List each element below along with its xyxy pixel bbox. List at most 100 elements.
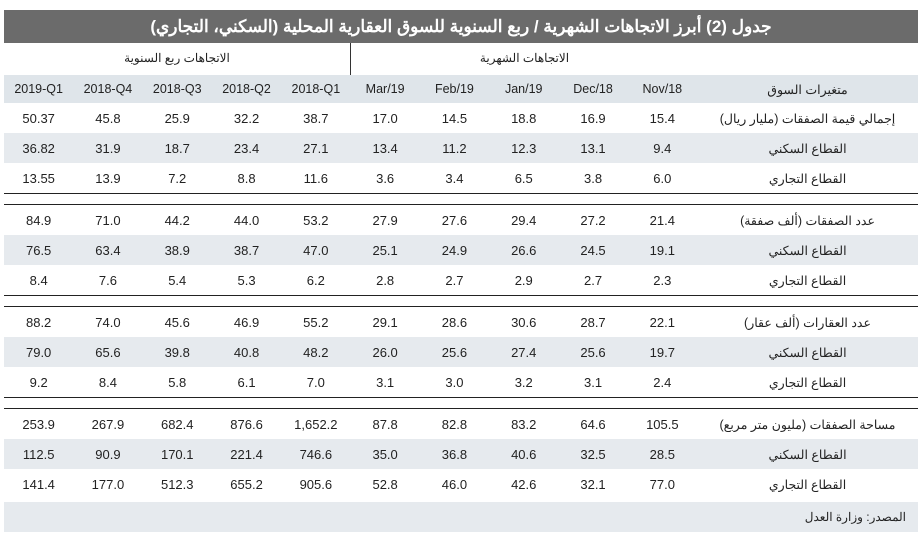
group-monthly: الاتجاهات الشهرية xyxy=(479,51,570,65)
cell-value: 32.2 xyxy=(233,110,260,126)
cell-value: 655.2 xyxy=(230,476,263,492)
cell-value: 23.4 xyxy=(211,133,282,163)
cell-value: 25.1 xyxy=(350,235,420,265)
row-label: القطاع السكني xyxy=(697,337,918,367)
cell-value: 48.2 xyxy=(281,337,351,367)
group-divider xyxy=(4,397,918,409)
cell-value: 27.4 xyxy=(489,337,559,367)
cell-value: 2.3 xyxy=(653,272,672,288)
row-label: القطاع التجاري xyxy=(768,477,847,492)
cell-value: 905.6 xyxy=(299,476,333,492)
divider xyxy=(4,397,918,409)
cell-value: 11.2 xyxy=(419,133,490,163)
table-title: جدول (2) أبرز الاتجاهات الشهرية / ربع ال… xyxy=(4,10,918,43)
group-header-row: الاتجاهات ربع السنوية الاتجاهات الشهرية xyxy=(4,43,918,75)
cell-value: 26.0 xyxy=(350,337,420,367)
cell-value: 44.2 xyxy=(164,212,190,228)
row-label: عدد الصفقات (ألف صفقة) xyxy=(740,213,875,228)
cell-value: 1,652.2 xyxy=(294,416,338,432)
cell-value: 9.4 xyxy=(627,133,697,163)
cell-value: 13.4 xyxy=(350,133,420,163)
cell-value: 253.9 xyxy=(22,416,55,432)
cell-value: 2.7 xyxy=(445,272,464,288)
cell-value: 83.2 xyxy=(511,416,537,432)
row-label: عدد العقارات (ألف عقار) xyxy=(744,315,871,330)
cell-value: 7.6 xyxy=(98,272,117,288)
cell-value: 88.2 xyxy=(25,314,52,330)
group-divider xyxy=(4,193,918,205)
column-header: 2018-Q3 xyxy=(142,75,212,103)
cell-value: 5.8 xyxy=(168,374,187,390)
source-note: المصدر: وزارة العدل xyxy=(4,502,918,532)
cell-value: 36.8 xyxy=(419,439,490,469)
group-divider xyxy=(4,295,918,307)
table-row: 141.4 177.0 512.3 655.2 905.6 52.8 46.0 42.6 32.… xyxy=(4,469,918,499)
cell-value: 2.8 xyxy=(376,272,395,288)
column-header: 2018-Q4 xyxy=(73,75,143,103)
cell-value: 876.6 xyxy=(230,416,263,432)
row-label: مساحة الصفقات (مليون متر مربع) xyxy=(719,417,896,432)
cell-value: 38.9 xyxy=(142,235,212,265)
column-header-row: 2019-Q1 2018-Q4 2018-Q3 2018-Q2 2018-Q1 Mar/1… xyxy=(4,75,918,103)
cell-value: 29.4 xyxy=(511,212,537,228)
column-header: 2018-Q1 xyxy=(281,75,351,103)
cell-value: 22.1 xyxy=(649,314,675,330)
cell-value: 25.6 xyxy=(419,337,490,367)
cell-value: 27.9 xyxy=(372,212,398,228)
cell-value: 221.4 xyxy=(211,439,282,469)
cell-value: 6.5 xyxy=(514,170,533,186)
cell-value: 112.5 xyxy=(4,439,74,469)
cell-value: 46.9 xyxy=(233,314,260,330)
cell-value: 14.5 xyxy=(441,110,468,126)
cell-value: 18.8 xyxy=(511,110,537,126)
group-quarterly: الاتجاهات ربع السنوية xyxy=(4,43,351,75)
cell-value: 5.3 xyxy=(237,272,256,288)
cell-value: 3.1 xyxy=(376,374,395,390)
cell-value: 267.9 xyxy=(91,416,125,432)
cell-value: 512.3 xyxy=(160,476,194,492)
table-row: 112.5 90.9 170.1 221.4 746.6 35.0 36.8 40.6 32.5… xyxy=(4,439,918,469)
cell-value: 12.3 xyxy=(489,133,559,163)
row-label: القطاع السكني xyxy=(697,235,918,265)
cell-value: 6.1 xyxy=(237,374,256,390)
cell-value: 45.6 xyxy=(164,314,190,330)
table-row: 253.9 267.9 682.4 876.6 1,652.2 87.8 82.8 83.2 6… xyxy=(4,409,918,440)
cell-value: 74.0 xyxy=(95,314,121,330)
cell-value: 26.6 xyxy=(489,235,559,265)
cell-value: 40.6 xyxy=(489,439,559,469)
cell-value: 35.0 xyxy=(350,439,420,469)
cell-value: 8.4 xyxy=(98,374,117,390)
cell-value: 87.8 xyxy=(372,416,398,432)
cell-value: 5.4 xyxy=(168,272,187,288)
cell-value: 2.7 xyxy=(583,272,603,288)
cell-value: 2.4 xyxy=(653,374,672,390)
cell-value: 38.7 xyxy=(211,235,282,265)
table-row: 36.82 31.9 18.7 23.4 27.1 13.4 11.2 12.3 13.1 9.4… xyxy=(4,133,918,163)
column-header: Feb/19 xyxy=(419,75,490,103)
cell-value: 71.0 xyxy=(95,212,121,228)
cell-value: 2.9 xyxy=(514,272,533,288)
cell-value: 13.55 xyxy=(22,170,55,186)
cell-value: 24.5 xyxy=(558,235,628,265)
cell-value: 77.0 xyxy=(649,476,675,492)
cell-value: 36.82 xyxy=(4,133,74,163)
cell-value: 46.0 xyxy=(441,476,468,492)
cell-value: 53.2 xyxy=(303,212,329,228)
cell-value: 25.9 xyxy=(164,110,190,126)
cell-value: 3.6 xyxy=(376,170,395,186)
cell-value: 55.2 xyxy=(303,314,329,330)
cell-value: 29.1 xyxy=(372,314,398,330)
table-row: 9.2 8.4 5.8 6.1 7.0 3.1 3.0 3.2 3.1 2.4 القطاع الت… xyxy=(4,367,918,398)
row-label: القطاع التجاري xyxy=(768,171,847,186)
cell-value: 21.4 xyxy=(649,212,675,228)
cell-value: 15.4 xyxy=(649,110,675,126)
column-header: 2018-Q2 xyxy=(211,75,282,103)
table-row: 50.37 45.8 25.9 32.2 38.7 17.0 14.5 18.8 16.9 15.… xyxy=(4,103,918,133)
data-table: 2019-Q1 2018-Q4 2018-Q3 2018-Q2 2018-Q1 Mar/1… xyxy=(4,75,918,499)
cell-value: 19.1 xyxy=(627,235,697,265)
cell-value: 28.6 xyxy=(441,314,468,330)
cell-value: 27.6 xyxy=(441,212,468,228)
cell-value: 3.8 xyxy=(583,170,603,186)
cell-value: 79.0 xyxy=(4,337,74,367)
cell-value: 40.8 xyxy=(211,337,282,367)
